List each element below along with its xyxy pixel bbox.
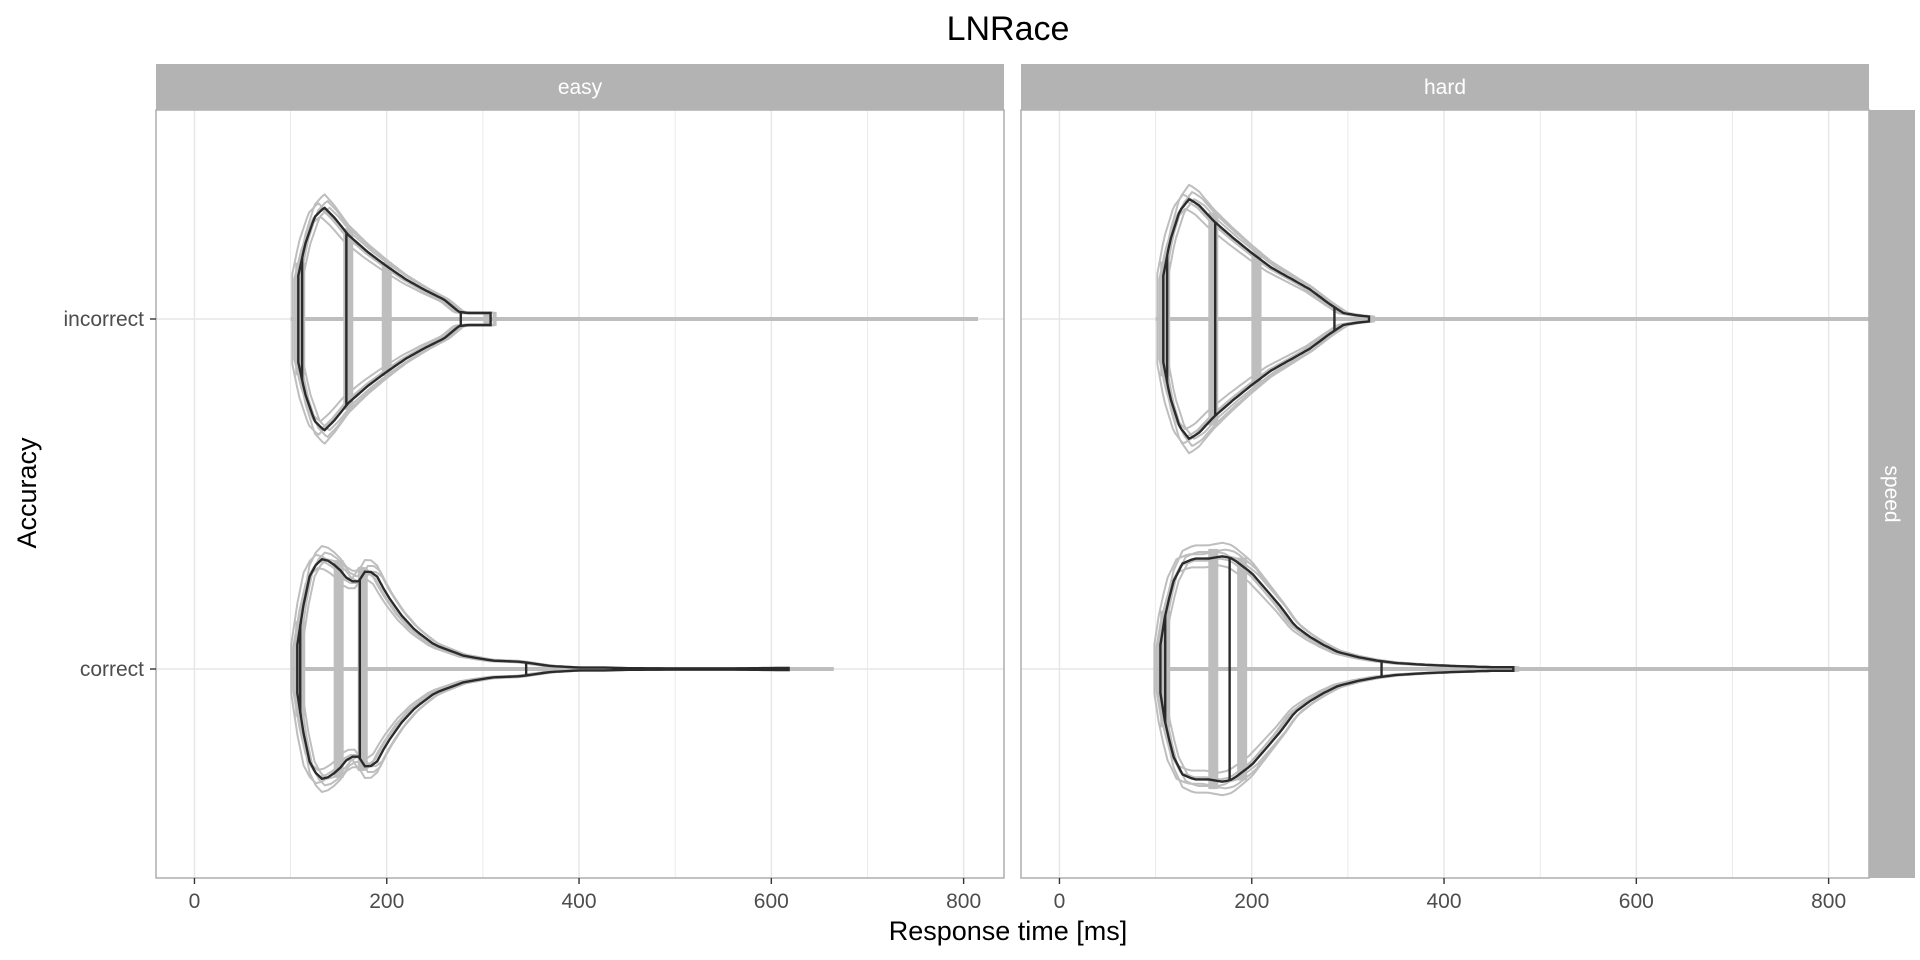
facet-strip-easy bbox=[156, 64, 1004, 110]
predictive-violin bbox=[1167, 198, 1375, 440]
x-tick-label: 800 bbox=[1811, 890, 1846, 913]
panel-border bbox=[1020, 109, 1870, 879]
violin-hard-correct bbox=[1153, 541, 1869, 797]
y-axis-title: Accuracy bbox=[12, 437, 42, 549]
y-tick-label-correct: correct bbox=[80, 658, 144, 681]
predictive-quantile bbox=[343, 228, 354, 410]
predictive-quantile bbox=[333, 560, 344, 778]
predictive-quantile bbox=[1251, 251, 1262, 387]
x-tick-label: 0 bbox=[189, 890, 201, 913]
facet-strip-row bbox=[1869, 110, 1915, 878]
x-axis-title: Response time [ms] bbox=[889, 916, 1128, 946]
predictive-quantile bbox=[1237, 557, 1248, 781]
facet-strip-hard bbox=[1021, 64, 1869, 110]
x-tick-label: 600 bbox=[754, 890, 789, 913]
observed-violin bbox=[297, 206, 492, 432]
predictive-quantile bbox=[1208, 548, 1219, 790]
x-tick-label: 400 bbox=[1427, 890, 1462, 913]
predictive-quantile bbox=[357, 567, 368, 771]
violin-easy-incorrect bbox=[290, 193, 979, 445]
observed-violin bbox=[1162, 197, 1371, 441]
violin-hard-incorrect bbox=[1155, 183, 1869, 455]
y-tick-label-incorrect: incorrect bbox=[63, 308, 144, 331]
panel-easy: easy 0 200 400 600 800 bbox=[155, 64, 1005, 913]
facet-strip-row-label: speed bbox=[1880, 465, 1903, 522]
x-tick-label: 400 bbox=[562, 890, 597, 913]
observed-violin bbox=[296, 557, 790, 781]
x-tick-label: 200 bbox=[369, 890, 404, 913]
predictive-quantile bbox=[295, 262, 306, 376]
predictive-quantile bbox=[1208, 212, 1219, 426]
facet-strip-label-hard: hard bbox=[1424, 76, 1466, 99]
grid bbox=[156, 110, 1004, 878]
panel-border bbox=[155, 109, 1005, 879]
chart-title: LNRace bbox=[947, 10, 1070, 48]
violin-easy-correct bbox=[290, 544, 834, 794]
x-tick-label: 600 bbox=[1619, 890, 1654, 913]
predictive-violin bbox=[302, 206, 497, 432]
x-tick-label: 800 bbox=[946, 890, 981, 913]
x-tick-label: 0 bbox=[1054, 890, 1066, 913]
grid bbox=[1021, 110, 1869, 878]
predictive-violin bbox=[1164, 555, 1520, 783]
facet-panels: speed easy 0 200 400 600 800 hard 0 200 400 600 800 c… bbox=[63, 64, 1915, 913]
facet-strip-label-easy: easy bbox=[558, 76, 603, 99]
observed-violin bbox=[1159, 555, 1515, 783]
x-tick-label: 200 bbox=[1234, 890, 1269, 913]
predictive-quantile bbox=[1160, 261, 1171, 377]
predictive-quantile bbox=[381, 261, 392, 377]
panel-hard: hard 0 200 400 600 800 bbox=[1020, 64, 1870, 913]
